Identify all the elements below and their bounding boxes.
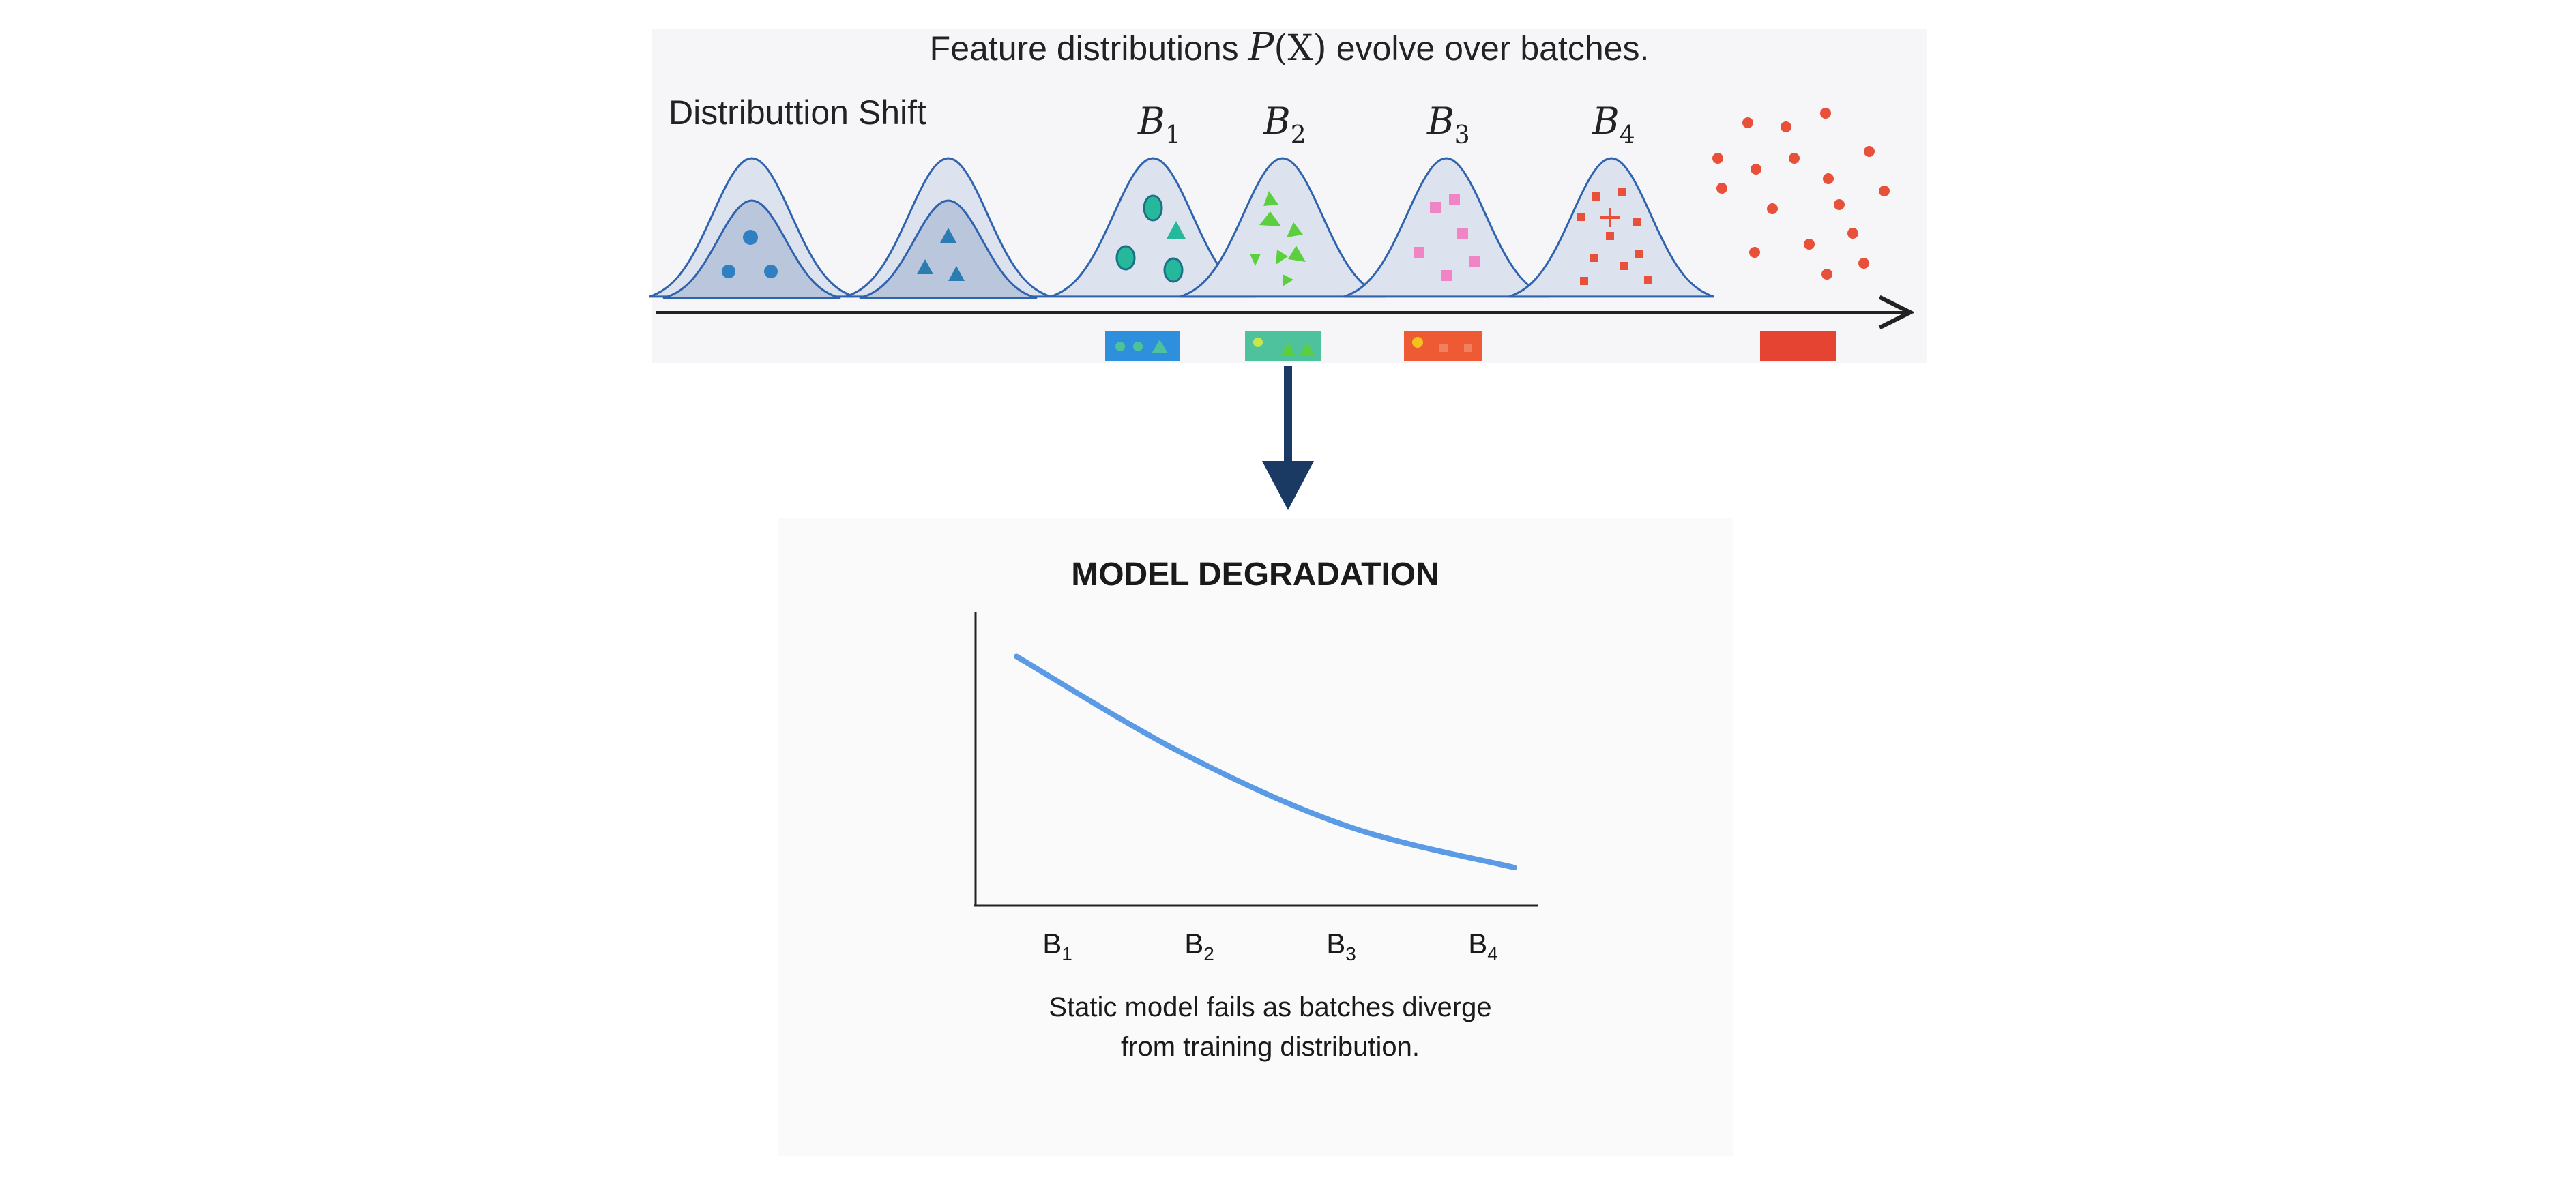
top-title-suffix: evolve over batches. xyxy=(1327,29,1650,68)
dot-marker xyxy=(722,265,735,278)
triangle-marker xyxy=(1287,222,1303,237)
top-title-math-p: P xyxy=(1248,25,1275,70)
square-marker xyxy=(1590,254,1598,262)
down-arrow xyxy=(1262,366,1314,510)
triangle-marker xyxy=(1276,250,1288,265)
square-marker xyxy=(1414,247,1424,258)
square-marker xyxy=(1580,277,1588,285)
triangle-marker xyxy=(1259,211,1281,226)
triangle-marker xyxy=(1288,246,1306,262)
x-tick-label: B3 xyxy=(1326,928,1356,964)
training-curve-2 xyxy=(845,157,1051,299)
chart-caption-line-1: Static model fails as batches diverge xyxy=(1049,992,1491,1022)
batch-3-markers xyxy=(1414,194,1480,281)
batch-label-3: B3 xyxy=(1426,100,1470,149)
square-marker xyxy=(1633,218,1641,226)
square-marker xyxy=(1577,213,1585,221)
scattered-points xyxy=(1712,108,1890,280)
top-title: Feature distributions P(X) evolve over b… xyxy=(930,25,1650,70)
batch-1-markers xyxy=(1115,194,1186,283)
square-marker xyxy=(1644,276,1652,284)
triangle-marker xyxy=(940,228,956,243)
chart-title: MODEL DEGRADATION xyxy=(1071,557,1439,593)
dot-marker xyxy=(743,230,758,245)
triangle-marker xyxy=(1283,274,1293,286)
chart-caption-line-2: from training distribution. xyxy=(1121,1032,1420,1062)
square-marker xyxy=(1469,256,1480,267)
ellipse-marker xyxy=(1143,194,1163,222)
batch-bar-2 xyxy=(1245,331,1321,361)
training-curve-1 xyxy=(649,157,855,299)
square-marker xyxy=(1620,262,1628,270)
square-marker xyxy=(1592,192,1600,201)
triangle-marker xyxy=(917,259,933,274)
plus-marker xyxy=(1600,208,1620,227)
square-marker xyxy=(1449,194,1460,205)
degradation-line xyxy=(1014,653,1517,871)
square-marker xyxy=(1635,250,1643,258)
x-tick-labels: B1 B2 B3 B4 xyxy=(1042,928,1498,964)
square-marker xyxy=(1441,270,1452,281)
dot-marker xyxy=(764,265,778,278)
triangle-marker xyxy=(1167,221,1186,239)
batch-label-4: B4 xyxy=(1592,100,1635,149)
batch-bar-4 xyxy=(1760,331,1836,361)
batch-bar-1 xyxy=(1105,331,1180,361)
batch-4-markers xyxy=(1577,188,1652,285)
batch-curve-2 xyxy=(1180,157,1386,298)
chart-axes xyxy=(974,612,1538,907)
square-marker xyxy=(1457,228,1468,239)
batch-label-1: B1 xyxy=(1137,100,1181,149)
x-tick-label: B1 xyxy=(1042,928,1072,964)
ellipse-marker xyxy=(1163,257,1184,283)
distribution-shift-label: Distributtion Shift xyxy=(669,93,926,132)
square-marker xyxy=(1430,202,1441,213)
batch-bar-3 xyxy=(1404,331,1482,361)
x-tick-label: B2 xyxy=(1184,928,1214,964)
square-marker xyxy=(1606,232,1614,240)
batch-label-2: B2 xyxy=(1263,100,1306,149)
ellipse-marker xyxy=(1115,245,1136,271)
distribution-curves xyxy=(649,157,1714,299)
x-tick-label: B4 xyxy=(1468,928,1498,964)
triangle-marker xyxy=(948,266,965,281)
top-title-prefix: Feature distributions xyxy=(930,29,1248,68)
degradation-panel xyxy=(778,518,1733,1156)
top-title-math-x: (X) xyxy=(1274,28,1327,69)
batch-2-markers xyxy=(1250,191,1306,286)
triangle-marker xyxy=(1250,254,1261,266)
training-markers xyxy=(722,228,965,281)
batch-curve-4 xyxy=(1508,157,1714,298)
batch-curve-3 xyxy=(1343,157,1549,298)
triangle-marker xyxy=(1263,191,1278,206)
square-marker xyxy=(1618,188,1626,196)
